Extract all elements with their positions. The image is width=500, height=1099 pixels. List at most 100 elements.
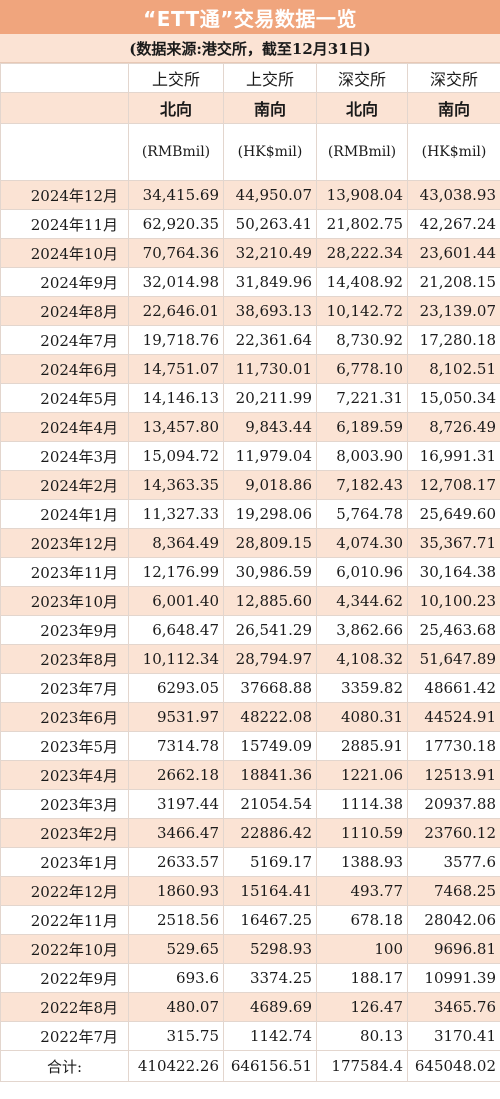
row-value: 10,100.23 [407, 586, 500, 616]
row-value: 6293.05 [128, 673, 224, 703]
table-row: 2024年4月 13,457.80 9,843.44 6,189.59 8,726.49 [0, 412, 500, 442]
table-row: 2023年7月 6293.05 37668.88 3359.82 48661.42 [0, 673, 500, 703]
row-value: 2885.91 [316, 731, 408, 761]
row-period: 2024年5月 [0, 383, 129, 413]
row-period: 2024年6月 [0, 354, 129, 384]
row-value: 7314.78 [128, 731, 224, 761]
row-value: 11,327.33 [128, 499, 224, 529]
row-value: 62,920.35 [128, 209, 224, 239]
row-value: 3197.44 [128, 789, 224, 819]
row-period: 2024年12月 [0, 180, 129, 210]
row-value: 19,718.76 [128, 325, 224, 355]
table-row: 2023年2月 3466.47 22886.42 1110.59 23760.12 [0, 818, 500, 848]
row-period: 2023年1月 [0, 847, 129, 877]
row-period: 2023年4月 [0, 760, 129, 790]
row-value: 30,986.59 [223, 557, 317, 587]
row-period: 2022年9月 [0, 963, 129, 993]
header-exchange: 上交所 [128, 63, 224, 93]
table-row: 2024年10月 70,764.36 32,210.49 28,222.34 23,60… [0, 238, 500, 268]
table-row: 2024年7月 19,718.76 22,361.64 8,730.92 17,280.… [0, 325, 500, 355]
row-value: 31,849.96 [223, 267, 317, 297]
data-source-note: (数据来源:港交所，截至12月31日) [0, 34, 500, 63]
row-value: 28,222.34 [316, 238, 408, 268]
row-period: 2024年10月 [0, 238, 129, 268]
row-period: 2024年9月 [0, 267, 129, 297]
row-value: 3577.6 [407, 847, 500, 877]
row-value: 4,108.32 [316, 644, 408, 674]
row-period: 2024年2月 [0, 470, 129, 500]
row-value: 480.07 [128, 992, 224, 1022]
table-row: 2023年1月 2633.57 5169.17 1388.93 3577.6 [0, 847, 500, 877]
row-value: 8,364.49 [128, 528, 224, 558]
row-value: 13,457.80 [128, 412, 224, 442]
table-row: 2022年10月 529.65 5298.93 100 9696.81 [0, 934, 500, 964]
row-value: 6,189.59 [316, 412, 408, 442]
header-unit: (HK$mil) [223, 123, 317, 181]
row-value: 12,176.99 [128, 557, 224, 587]
table-row: 2023年5月 7314.78 15749.09 2885.91 17730.18 [0, 731, 500, 761]
row-value: 188.17 [316, 963, 408, 993]
row-value: 8,726.49 [407, 412, 500, 442]
row-value: 100 [316, 934, 408, 964]
row-period: 2023年12月 [0, 528, 129, 558]
row-value: 529.65 [128, 934, 224, 964]
table-row: 2022年7月 315.75 1142.74 80.13 3170.41 [0, 1021, 500, 1051]
row-value: 30,164.38 [407, 557, 500, 587]
row-value: 3,862.66 [316, 615, 408, 645]
table-row: 2024年12月 34,415.69 44,950.07 13,908.04 43,03… [0, 180, 500, 210]
row-value: 21,208.15 [407, 267, 500, 297]
row-value: 7468.25 [407, 876, 500, 906]
row-value: 4689.69 [223, 992, 317, 1022]
header-row-exchange: 上交所 上交所 深交所 深交所 [0, 63, 500, 93]
row-value: 21,802.75 [316, 209, 408, 239]
row-value: 15,050.34 [407, 383, 500, 413]
row-value: 17,280.18 [407, 325, 500, 355]
table-row: 2023年10月 6,001.40 12,885.60 4,344.62 10,100.… [0, 586, 500, 616]
total-cell: 177584.4 [316, 1050, 408, 1082]
row-period: 2023年6月 [0, 702, 129, 732]
row-value: 44,950.07 [223, 180, 317, 210]
header-exchange: 深交所 [316, 63, 408, 93]
row-value: 2662.18 [128, 760, 224, 790]
total-cell: 410422.26 [128, 1050, 224, 1082]
row-value: 28042.06 [407, 905, 500, 935]
table-row: 2024年11月 62,920.35 50,263.41 21,802.75 42,26… [0, 209, 500, 239]
row-value: 3465.76 [407, 992, 500, 1022]
row-value: 10991.39 [407, 963, 500, 993]
row-value: 18841.36 [223, 760, 317, 790]
row-value: 493.77 [316, 876, 408, 906]
row-value: 16,991.31 [407, 441, 500, 471]
total-cell: 645048.02 [407, 1050, 500, 1082]
row-value: 693.6 [128, 963, 224, 993]
row-value: 48222.08 [223, 702, 317, 732]
header-direction: 南向 [407, 92, 500, 124]
row-value: 4,074.30 [316, 528, 408, 558]
total-cell: 646156.51 [223, 1050, 317, 1082]
row-value: 48661.42 [407, 673, 500, 703]
row-value: 10,112.34 [128, 644, 224, 674]
row-value: 32,014.98 [128, 267, 224, 297]
row-value: 6,778.10 [316, 354, 408, 384]
header-direction: 南向 [223, 92, 317, 124]
row-period: 2023年11月 [0, 557, 129, 587]
table-row: 2022年9月 693.6 3374.25 188.17 10991.39 [0, 963, 500, 993]
row-value: 6,010.96 [316, 557, 408, 587]
row-value: 20937.88 [407, 789, 500, 819]
row-period: 2024年8月 [0, 296, 129, 326]
row-value: 11,730.01 [223, 354, 317, 384]
row-value: 3466.47 [128, 818, 224, 848]
row-value: 315.75 [128, 1021, 224, 1051]
header-direction: 北向 [316, 92, 408, 124]
row-period: 2023年5月 [0, 731, 129, 761]
row-value: 6,648.47 [128, 615, 224, 645]
table-row: 2022年12月 1860.93 15164.41 493.77 7468.25 [0, 876, 500, 906]
row-value: 1221.06 [316, 760, 408, 790]
table-row: 2022年8月 480.07 4689.69 126.47 3465.76 [0, 992, 500, 1022]
row-value: 5298.93 [223, 934, 317, 964]
row-period: 2023年7月 [0, 673, 129, 703]
row-value: 28,794.97 [223, 644, 317, 674]
row-value: 25,649.60 [407, 499, 500, 529]
header-direction: 北向 [128, 92, 224, 124]
row-value: 5,764.78 [316, 499, 408, 529]
row-value: 1142.74 [223, 1021, 317, 1051]
